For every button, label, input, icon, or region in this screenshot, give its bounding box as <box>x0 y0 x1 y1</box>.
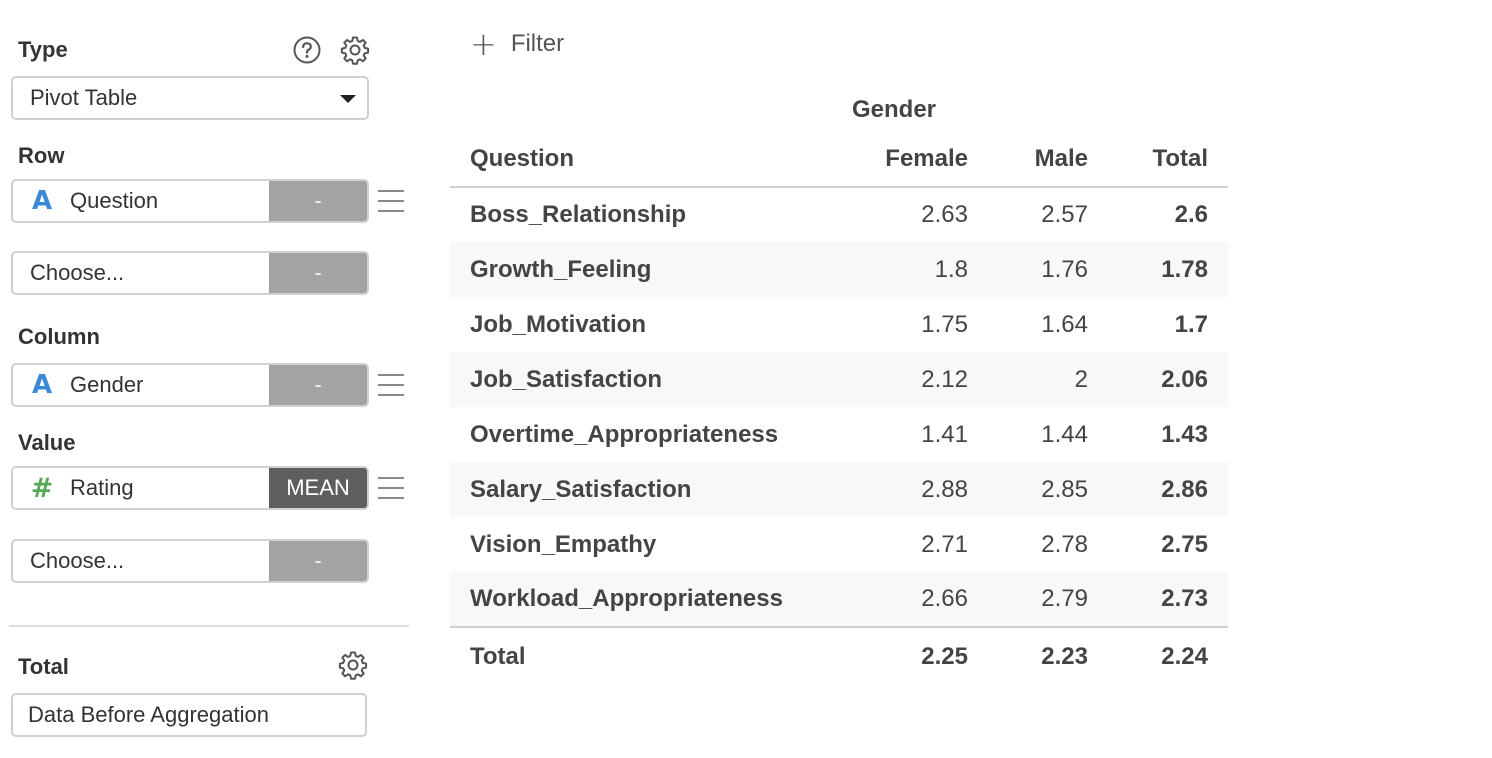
type-label: Type <box>18 37 68 62</box>
column-field-name: Gender <box>70 372 144 397</box>
value-cell: 2.66 <box>850 572 988 627</box>
header-row: Question Female Male Total <box>450 132 1228 188</box>
number-type-icon: # <box>30 472 54 504</box>
value-cell: 2.85 <box>988 462 1108 517</box>
plus-icon: + <box>470 25 497 63</box>
type-select-value: Pivot Table <box>30 85 138 110</box>
row-field-question: A Question - <box>11 179 369 223</box>
row-field-agg-button[interactable]: - <box>269 181 367 221</box>
table-row: Salary_Satisfaction 2.88 2.85 2.86 <box>450 462 1228 517</box>
row-total-cell: 2.75 <box>1161 530 1208 558</box>
value-cell: 2 <box>988 352 1108 407</box>
column-field-gender: A Gender - <box>11 363 369 407</box>
value-cell: 2.78 <box>1041 530 1088 558</box>
row-label: Row <box>18 143 65 168</box>
row-label-cell: Growth_Feeling <box>450 242 850 297</box>
value-cell: 2.57 <box>1041 201 1088 228</box>
value-field-choose-selector[interactable]: Choose... <box>13 541 269 581</box>
table-row: Overtime_Appropriateness 1.41 1.44 1.43 <box>450 407 1228 462</box>
value-field-rating: # Rating MEAN <box>11 466 369 510</box>
value-field-agg-button[interactable]: MEAN <box>269 468 367 508</box>
grand-total-total: 2.24 <box>1108 626 1228 685</box>
value-label: Value <box>18 430 76 455</box>
column-label: Column <box>18 324 100 349</box>
help-icon[interactable] <box>292 35 322 65</box>
total-select[interactable]: Data Before Aggregation <box>11 693 367 737</box>
string-type-icon: A <box>31 186 53 216</box>
row-label-cell: Job_Motivation <box>470 310 647 338</box>
config-panel: Type Pivot Table Row A Question - Choose… <box>0 0 420 758</box>
value-field-placeholder: Choose... <box>30 548 125 573</box>
total-label: Total <box>18 654 69 679</box>
row-total-cell: 1.78 <box>1108 242 1228 297</box>
value-cell: 1.76 <box>988 242 1108 297</box>
table-row: Vision_Empathy 2.71 2.78 2.75 <box>450 517 1228 572</box>
value-cell: 2.12 <box>850 352 988 407</box>
row-total-cell: 2.06 <box>1108 352 1228 407</box>
row-label-cell: Workload_Appropriateness <box>450 572 850 627</box>
row-label-cell: Overtime_Appropriateness <box>470 420 779 448</box>
row-field-name: Question <box>70 188 159 213</box>
caret-down-icon <box>340 95 356 103</box>
column-drag-handle-icon[interactable] <box>378 374 404 396</box>
value-cell: 1.64 <box>1041 310 1088 338</box>
value-cell: 2.79 <box>988 572 1108 627</box>
grand-total-label: Total <box>450 626 850 685</box>
value-cell: 1.8 <box>850 242 988 297</box>
total-select-value: Data Before Aggregation <box>28 702 269 727</box>
header-female[interactable]: Female <box>850 132 988 188</box>
value-cell: 2.71 <box>921 530 968 558</box>
add-filter-button[interactable]: + Filter <box>470 25 565 63</box>
table-row: Job_Motivation 1.75 1.64 1.7 <box>450 297 1228 352</box>
column-field-selector[interactable]: A Gender <box>13 365 269 405</box>
row-total-cell: 1.7 <box>1174 310 1208 338</box>
row-total-cell: 2.6 <box>1174 201 1208 228</box>
row-label-cell: Vision_Empathy <box>470 530 657 558</box>
value-cell: 1.41 <box>921 420 968 448</box>
pivot-table: Question Female Male Total Boss_Relation… <box>450 132 1228 685</box>
row-field-choose-agg-button[interactable]: - <box>269 253 367 293</box>
column-field-agg-button[interactable]: - <box>269 365 367 405</box>
type-select[interactable]: Pivot Table <box>11 76 369 120</box>
gear-icon <box>340 36 370 65</box>
value-drag-handle-icon[interactable] <box>378 477 404 499</box>
grand-total-female: 2.25 <box>850 626 988 685</box>
header-total[interactable]: Total <box>1108 132 1228 188</box>
string-type-icon: A <box>31 370 53 400</box>
row-field-choose: Choose... - <box>11 251 369 295</box>
total-settings-gear-icon[interactable] <box>338 650 368 680</box>
row-total-cell: 2.86 <box>1108 462 1228 517</box>
row-field-selector[interactable]: A Question <box>13 181 269 221</box>
value-field-name: Rating <box>70 475 134 500</box>
question-circle-icon <box>293 36 321 64</box>
row-drag-handle-icon[interactable] <box>378 190 404 212</box>
filter-label: Filter <box>510 30 565 57</box>
value-cell: 1.75 <box>921 310 968 338</box>
row-label-cell: Boss_Relationship <box>470 201 687 228</box>
value-field-selector[interactable]: # Rating <box>13 468 269 508</box>
table-row: Boss_Relationship 2.63 2.57 2.6 <box>450 187 1228 242</box>
header-male[interactable]: Male <box>988 132 1108 188</box>
table-row: Job_Satisfaction 2.12 2 2.06 <box>450 352 1228 407</box>
gear-icon <box>338 651 368 680</box>
row-label-cell: Salary_Satisfaction <box>450 462 850 517</box>
type-settings-gear-icon[interactable] <box>340 35 370 65</box>
row-total-cell: 2.73 <box>1108 572 1228 627</box>
grand-total-male: 2.23 <box>988 626 1108 685</box>
row-total-cell: 1.43 <box>1161 420 1208 448</box>
row-label-cell: Job_Satisfaction <box>450 352 850 407</box>
value-cell: 1.44 <box>1041 420 1088 448</box>
header-question[interactable]: Question <box>450 132 850 188</box>
row-field-choose-selector[interactable]: Choose... <box>13 253 269 293</box>
value-field-choose: Choose... - <box>11 539 369 583</box>
value-cell: 2.88 <box>850 462 988 517</box>
table-row: Growth_Feeling 1.8 1.76 1.78 <box>450 242 1228 297</box>
value-field-choose-agg-button[interactable]: - <box>269 541 367 581</box>
value-cell: 2.63 <box>921 201 968 228</box>
row-field-placeholder: Choose... <box>30 260 125 285</box>
table-row: Workload_Appropriateness 2.66 2.79 2.73 <box>450 572 1228 627</box>
divider <box>9 625 409 627</box>
column-group-header: Gender <box>852 96 937 123</box>
grand-total-row: Total 2.25 2.23 2.24 <box>450 626 1228 685</box>
